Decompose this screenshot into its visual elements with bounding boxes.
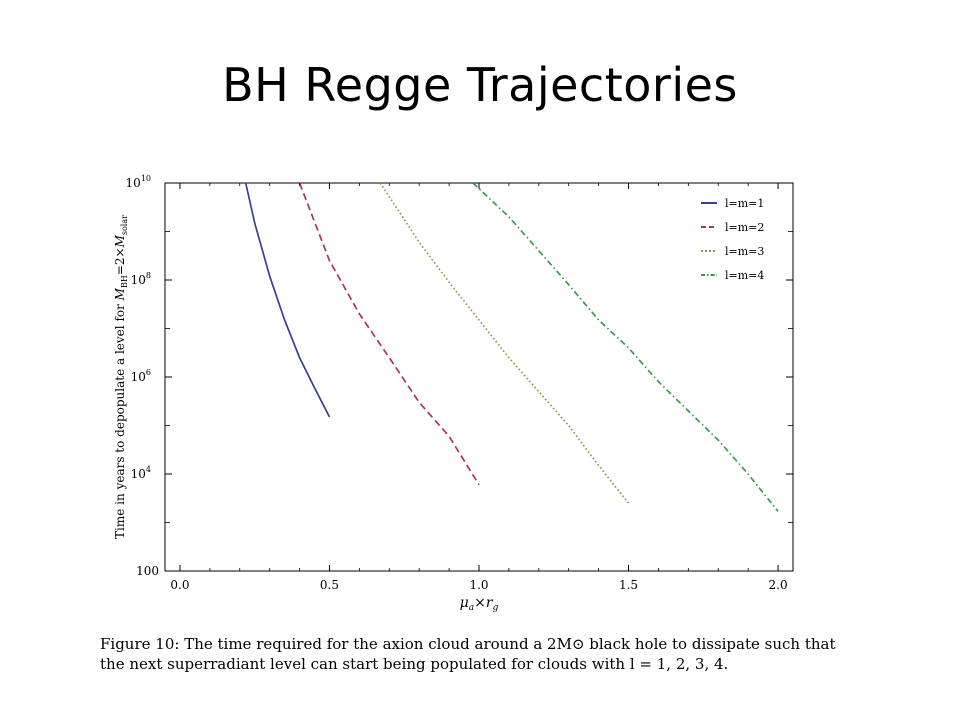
y-axis-label: Time in years to depopulate a level for … bbox=[113, 215, 129, 539]
y-tick-label: 106 bbox=[131, 368, 151, 384]
figure-caption: Figure 10: The time required for the axi… bbox=[100, 634, 860, 674]
y-tick-label: 1010 bbox=[126, 174, 151, 190]
x-tick-label: 0.0 bbox=[170, 578, 189, 592]
y-tick-label: 108 bbox=[131, 271, 151, 287]
series-layer bbox=[244, 182, 779, 512]
series-line-2 bbox=[298, 182, 480, 486]
series-line-3 bbox=[379, 182, 630, 504]
legend: l=m=1 l=m=2 l=m=3 l=m=4 bbox=[701, 197, 764, 282]
legend-label-2: l=m=2 bbox=[725, 221, 764, 234]
y-tick-label: 100 bbox=[136, 564, 159, 578]
legend-label-4: l=m=4 bbox=[725, 269, 764, 282]
x-tick-label: 0.5 bbox=[320, 578, 339, 592]
caption-line-1: Figure 10: The time required for the axi… bbox=[100, 635, 836, 653]
y-tick-label: 104 bbox=[131, 465, 151, 481]
figure: 0.0 0.5 1.0 1.5 2.0 100 104 106 108 1010 l=m=1 l=m… bbox=[100, 160, 860, 640]
x-tick-label: 1.0 bbox=[469, 578, 488, 592]
legend-label-1: l=m=1 bbox=[725, 197, 764, 210]
x-tick-label: 1.5 bbox=[619, 578, 638, 592]
slide-title: BH Regge Trajectories bbox=[222, 58, 738, 112]
caption-line-2: the next superradiant level can start be… bbox=[100, 655, 729, 673]
x-axis-label: μa×rg bbox=[460, 595, 499, 613]
legend-label-3: l=m=3 bbox=[725, 245, 764, 258]
x-tick-label: 2.0 bbox=[769, 578, 788, 592]
axes-layer: 0.0 0.5 1.0 1.5 2.0 100 104 106 108 1010 bbox=[126, 174, 793, 592]
series-line-1 bbox=[244, 182, 331, 418]
